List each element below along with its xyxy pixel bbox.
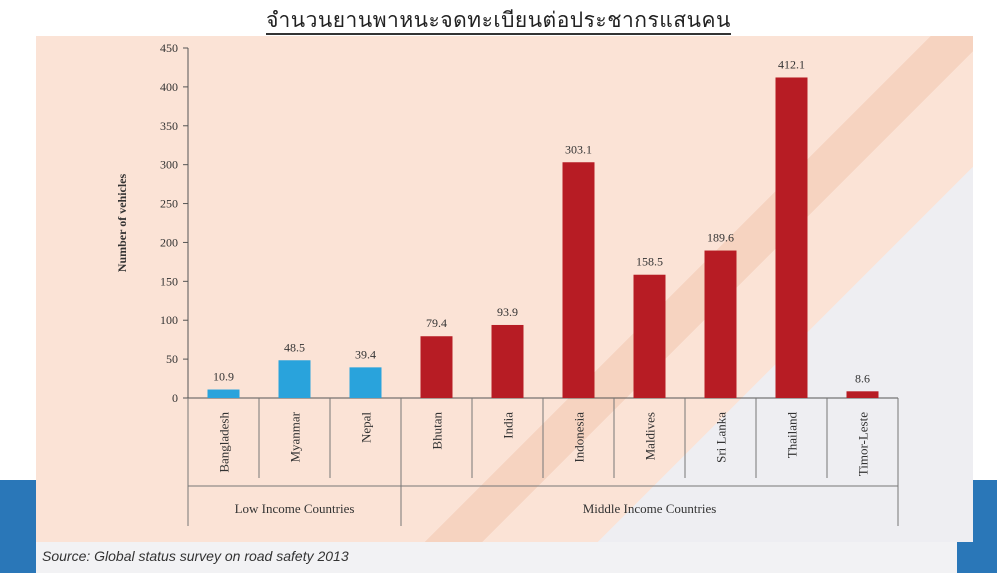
chart-panel: [36, 36, 973, 542]
data-label: 48.5: [284, 340, 305, 354]
y-tick-label: 300: [160, 158, 178, 172]
y-axis-label: Number of vehicles: [115, 173, 129, 272]
category-label: Indonesia: [572, 412, 587, 463]
data-label: 412.1: [778, 57, 805, 71]
data-label: 93.9: [497, 305, 518, 319]
bar-bhutan: [420, 336, 453, 398]
data-label: 10.9: [213, 370, 234, 384]
bar-maldives: [633, 274, 666, 398]
data-label: 79.4: [426, 316, 447, 330]
y-tick-label: 50: [166, 352, 178, 366]
source-bar: [36, 542, 957, 573]
y-tick-label: 350: [160, 119, 178, 133]
data-label: 158.5: [636, 255, 663, 269]
bar-thailand: [775, 77, 808, 398]
data-label: 39.4: [355, 347, 376, 361]
bar-indonesia: [562, 162, 595, 398]
bar-india: [491, 324, 524, 398]
bar-nepal: [349, 367, 382, 398]
group-label: Low Income Countries: [235, 501, 355, 516]
category-label: Maldives: [643, 412, 658, 460]
category-label: Timor-Leste: [856, 412, 871, 476]
data-label: 189.6: [707, 231, 734, 245]
y-tick-label: 150: [160, 274, 178, 288]
y-tick-label: 100: [160, 313, 178, 327]
y-tick-label: 0: [172, 391, 178, 405]
category-label: Bhutan: [430, 412, 445, 450]
chart-title-text: จำนวนยานพาหนะจดทะเบียนต่อประชากรแสนคน: [266, 8, 731, 35]
category-label: Nepal: [359, 412, 374, 443]
data-label: 303.1: [565, 142, 592, 156]
y-tick-label: 200: [160, 235, 178, 249]
y-tick-label: 400: [160, 80, 178, 94]
bar-sri-lanka: [704, 250, 737, 398]
source-note: Source: Global status survey on road saf…: [42, 548, 349, 564]
category-label: Myanmar: [288, 411, 303, 462]
y-tick-label: 450: [160, 41, 178, 55]
category-label: Sri Lanka: [714, 412, 729, 463]
category-label: Thailand: [785, 412, 800, 459]
category-label: India: [501, 412, 516, 439]
data-label: 8.6: [855, 371, 870, 385]
y-tick-label: 250: [160, 197, 178, 211]
bar-timor-leste: [846, 391, 879, 398]
chart-title: จำนวนยานพาหนะจดทะเบียนต่อประชากรแสนคน: [0, 4, 997, 37]
left-blue-accent: [0, 480, 36, 573]
group-label: Middle Income Countries: [583, 501, 717, 516]
bar-myanmar: [278, 360, 311, 398]
category-label: Bangladesh: [217, 412, 232, 473]
bar-bangladesh: [207, 389, 240, 398]
